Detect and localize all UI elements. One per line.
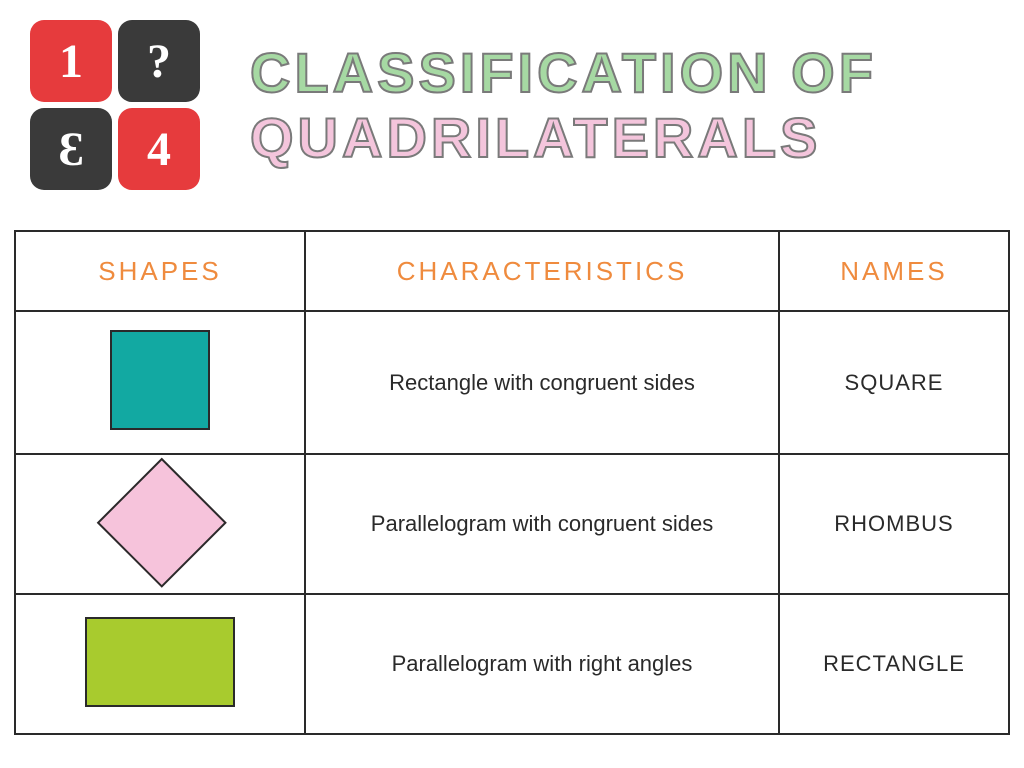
shape-cell [15, 311, 305, 454]
header: 1?Ɛ4 CLASSIFICATION OF QUADRILATERALS [0, 0, 1024, 220]
shape-cell [15, 594, 305, 734]
table-row: Parallelogram with congruent sidesRHOMBU… [15, 454, 1009, 594]
table-body: Rectangle with congruent sidesSQUAREPara… [15, 311, 1009, 734]
characteristic-cell: Parallelogram with right angles [305, 594, 779, 734]
logo-tile-3: 4 [118, 108, 200, 190]
col-header-characteristics: CHARACTERISTICS [305, 231, 779, 311]
logo-tile-2: Ɛ [30, 108, 112, 190]
title-line-1: CLASSIFICATION OF [250, 40, 994, 105]
name-cell: RHOMBUS [779, 454, 1009, 594]
shape-cell [15, 454, 305, 594]
square-shape [110, 330, 210, 430]
characteristic-cell: Parallelogram with congruent sides [305, 454, 779, 594]
logo-tile-0: 1 [30, 20, 112, 102]
quadrilateral-table: SHAPES CHARACTERISTICS NAMES Rectangle w… [14, 230, 1010, 735]
rectangle-shape [85, 617, 235, 707]
name-cell: RECTANGLE [779, 594, 1009, 734]
table-header-row: SHAPES CHARACTERISTICS NAMES [15, 231, 1009, 311]
logo-grid: 1?Ɛ4 [30, 20, 200, 190]
table-row: Parallelogram with right anglesRECTANGLE [15, 594, 1009, 734]
table-row: Rectangle with congruent sidesSQUARE [15, 311, 1009, 454]
logo-tile-1: ? [118, 20, 200, 102]
title-line-2: QUADRILATERALS [250, 105, 994, 170]
col-header-shapes: SHAPES [15, 231, 305, 311]
rhombus-shape [93, 457, 227, 591]
col-header-names: NAMES [779, 231, 1009, 311]
title-block: CLASSIFICATION OF QUADRILATERALS [250, 40, 994, 170]
name-cell: SQUARE [779, 311, 1009, 454]
characteristic-cell: Rectangle with congruent sides [305, 311, 779, 454]
